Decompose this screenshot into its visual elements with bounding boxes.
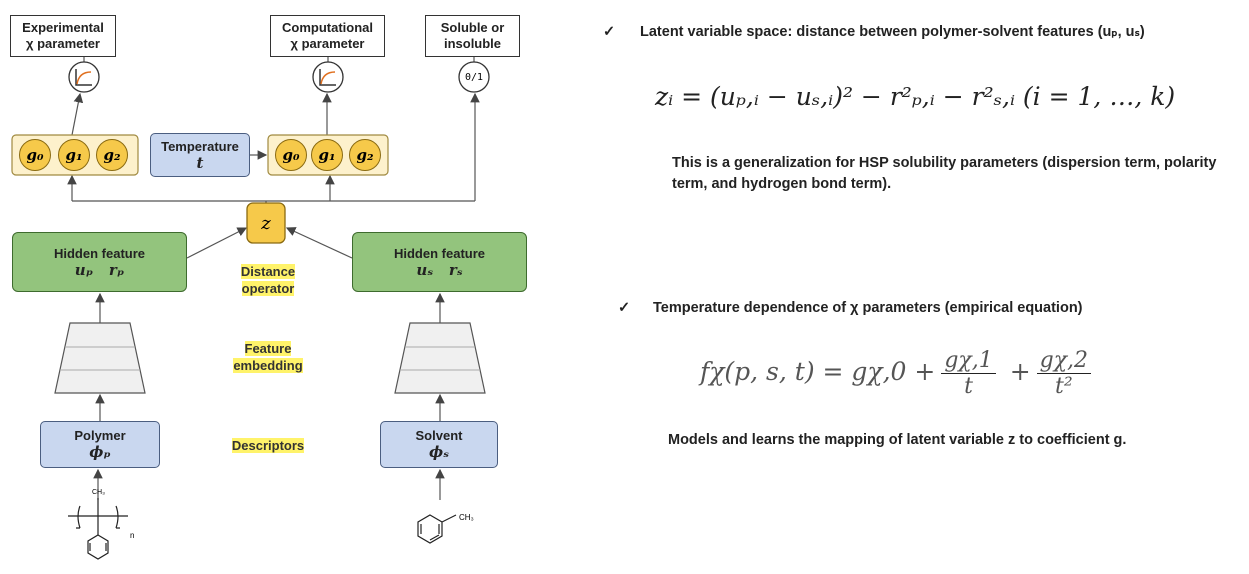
paragraph: Models and learns the mapping of latent … <box>668 432 1127 448</box>
symbol: ϕₛ <box>428 443 450 461</box>
heading: Latent variable space: distance between … <box>640 24 1145 40</box>
latent-label: z <box>261 212 271 234</box>
label: operator <box>241 281 295 296</box>
repeat-index: n <box>130 531 134 540</box>
icon-curve <box>76 71 92 85</box>
chart-icon <box>68 61 100 93</box>
label: Descriptors <box>231 438 305 453</box>
hidden-feature-box: Hidden feature uₛ rₛ <box>352 232 527 292</box>
label: Hidden feature <box>53 245 145 261</box>
methyl: CH₃ <box>459 513 474 522</box>
check: ✓ <box>603 24 616 40</box>
coefficient: g₀ <box>19 139 51 171</box>
encoder <box>394 322 486 394</box>
check: ✓ <box>618 300 631 316</box>
arrow <box>285 227 353 259</box>
polymer-box: Polymer ϕₚ <box>40 421 160 468</box>
binary-icon <box>458 61 490 93</box>
label: Temperature <box>161 138 239 154</box>
arrow <box>186 227 248 259</box>
denominator: t <box>964 374 973 399</box>
coefficient: g₂ <box>349 139 381 171</box>
output-box: Computational χ parameter <box>270 15 385 57</box>
icon-axes <box>75 69 92 86</box>
temperature-box: Temperature t <box>150 133 250 177</box>
toluene <box>417 514 457 544</box>
label: Hidden feature <box>393 245 485 261</box>
stage-label: Distance operator <box>208 263 328 297</box>
label: Polymer <box>74 428 126 443</box>
coefficient: g₁ <box>58 139 90 171</box>
polymer-backbone <box>68 498 128 535</box>
coefficient: g₂ <box>96 139 128 171</box>
label: Experimental <box>22 20 104 35</box>
icon-curve <box>320 71 336 85</box>
symbol: ϕₚ <box>89 443 111 461</box>
label: embedding <box>233 358 303 373</box>
arrow <box>71 92 84 136</box>
label: χ parameter <box>290 36 365 51</box>
benzene-ring <box>87 534 109 560</box>
equation-lhs: fχ(p, s, t) = gχ,0 <box>700 357 907 386</box>
label: χ parameter <box>26 36 100 51</box>
label: Soluble or <box>440 20 505 35</box>
label: Solvent <box>415 428 463 443</box>
label: insoluble <box>443 36 502 51</box>
coefficient: g₀ <box>275 139 307 171</box>
coefficient: g₁ <box>311 139 343 171</box>
output-box: Experimental χ parameter <box>10 15 116 57</box>
fraction: gχ,2 t² <box>1036 348 1092 399</box>
equation: fχ(p, s, t) = gχ,0 + gχ,1 t + gχ,2 t² <box>700 348 1097 399</box>
denominator: t² <box>1055 374 1073 399</box>
numerator: gχ,1 <box>941 348 996 374</box>
stage-label: Descriptors <box>208 437 328 454</box>
equation: zᵢ = (uₚ,ᵢ − uₛ,ᵢ)² − r²ₚ,ᵢ − r²ₛ,ᵢ (i =… <box>655 82 1176 111</box>
output-box: Soluble or insoluble <box>425 15 520 57</box>
operator: + <box>914 357 936 386</box>
chart-icon <box>312 61 344 93</box>
solvent-box: Solvent ϕₛ <box>380 421 498 468</box>
symbol: t <box>196 153 204 172</box>
methyl: CH₃ <box>92 489 105 496</box>
latent-node <box>246 202 286 244</box>
numerator: gχ,2 <box>1036 348 1092 374</box>
label: Feature <box>244 341 292 356</box>
stage-label: Feature embedding <box>208 340 328 374</box>
hidden-feature-box: Hidden feature uₚ rₚ <box>12 232 187 292</box>
paragraph: This is a generalization for HSP solubil… <box>672 155 1217 192</box>
label: Computational <box>282 20 373 35</box>
symbol: uₛ rₛ <box>416 260 463 279</box>
encoder <box>54 322 146 394</box>
icon-axes <box>319 69 336 86</box>
binary-label: 0/1 <box>464 71 484 83</box>
fraction: gχ,1 t <box>941 348 996 399</box>
symbol: uₚ rₚ <box>74 260 125 279</box>
operator: + <box>1009 357 1031 386</box>
label: Distance <box>240 264 296 279</box>
heading: Temperature dependence of χ parameters (… <box>653 300 1083 316</box>
